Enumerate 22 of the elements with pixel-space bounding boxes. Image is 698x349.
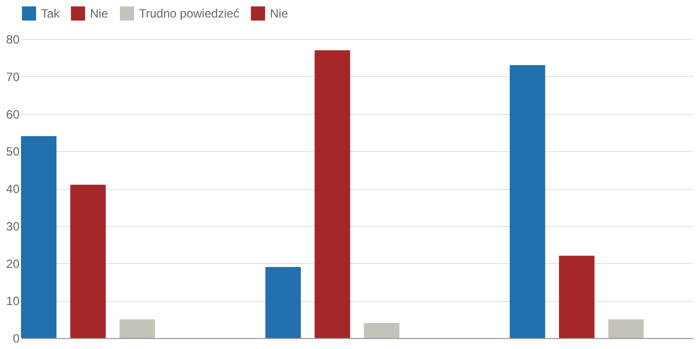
y-tick-label: 0: [12, 332, 20, 346]
y-tick-label: 80: [6, 32, 20, 46]
legend-label: Nie: [270, 6, 288, 20]
bar: [70, 184, 106, 338]
bar: [558, 256, 594, 338]
bar: [21, 136, 56, 338]
legend-label: Trudno powiedzieć: [139, 6, 240, 20]
bar: [510, 65, 546, 338]
y-tick-label: 50: [6, 144, 20, 159]
bar: [314, 50, 350, 338]
y-tick-label: 60: [6, 107, 20, 122]
y-tick-label: 20: [6, 256, 20, 271]
y-tick-label: 30: [6, 219, 20, 234]
legend-label: Nie: [90, 6, 108, 20]
y-tick-label: 70: [6, 70, 20, 84]
bar: [364, 323, 400, 338]
bar: [120, 319, 156, 338]
bar: [265, 266, 301, 338]
legend-label: Tak: [41, 6, 61, 20]
y-tick-label: 10: [6, 294, 20, 308]
bar: [608, 319, 644, 338]
y-tick-label: 40: [6, 182, 20, 196]
